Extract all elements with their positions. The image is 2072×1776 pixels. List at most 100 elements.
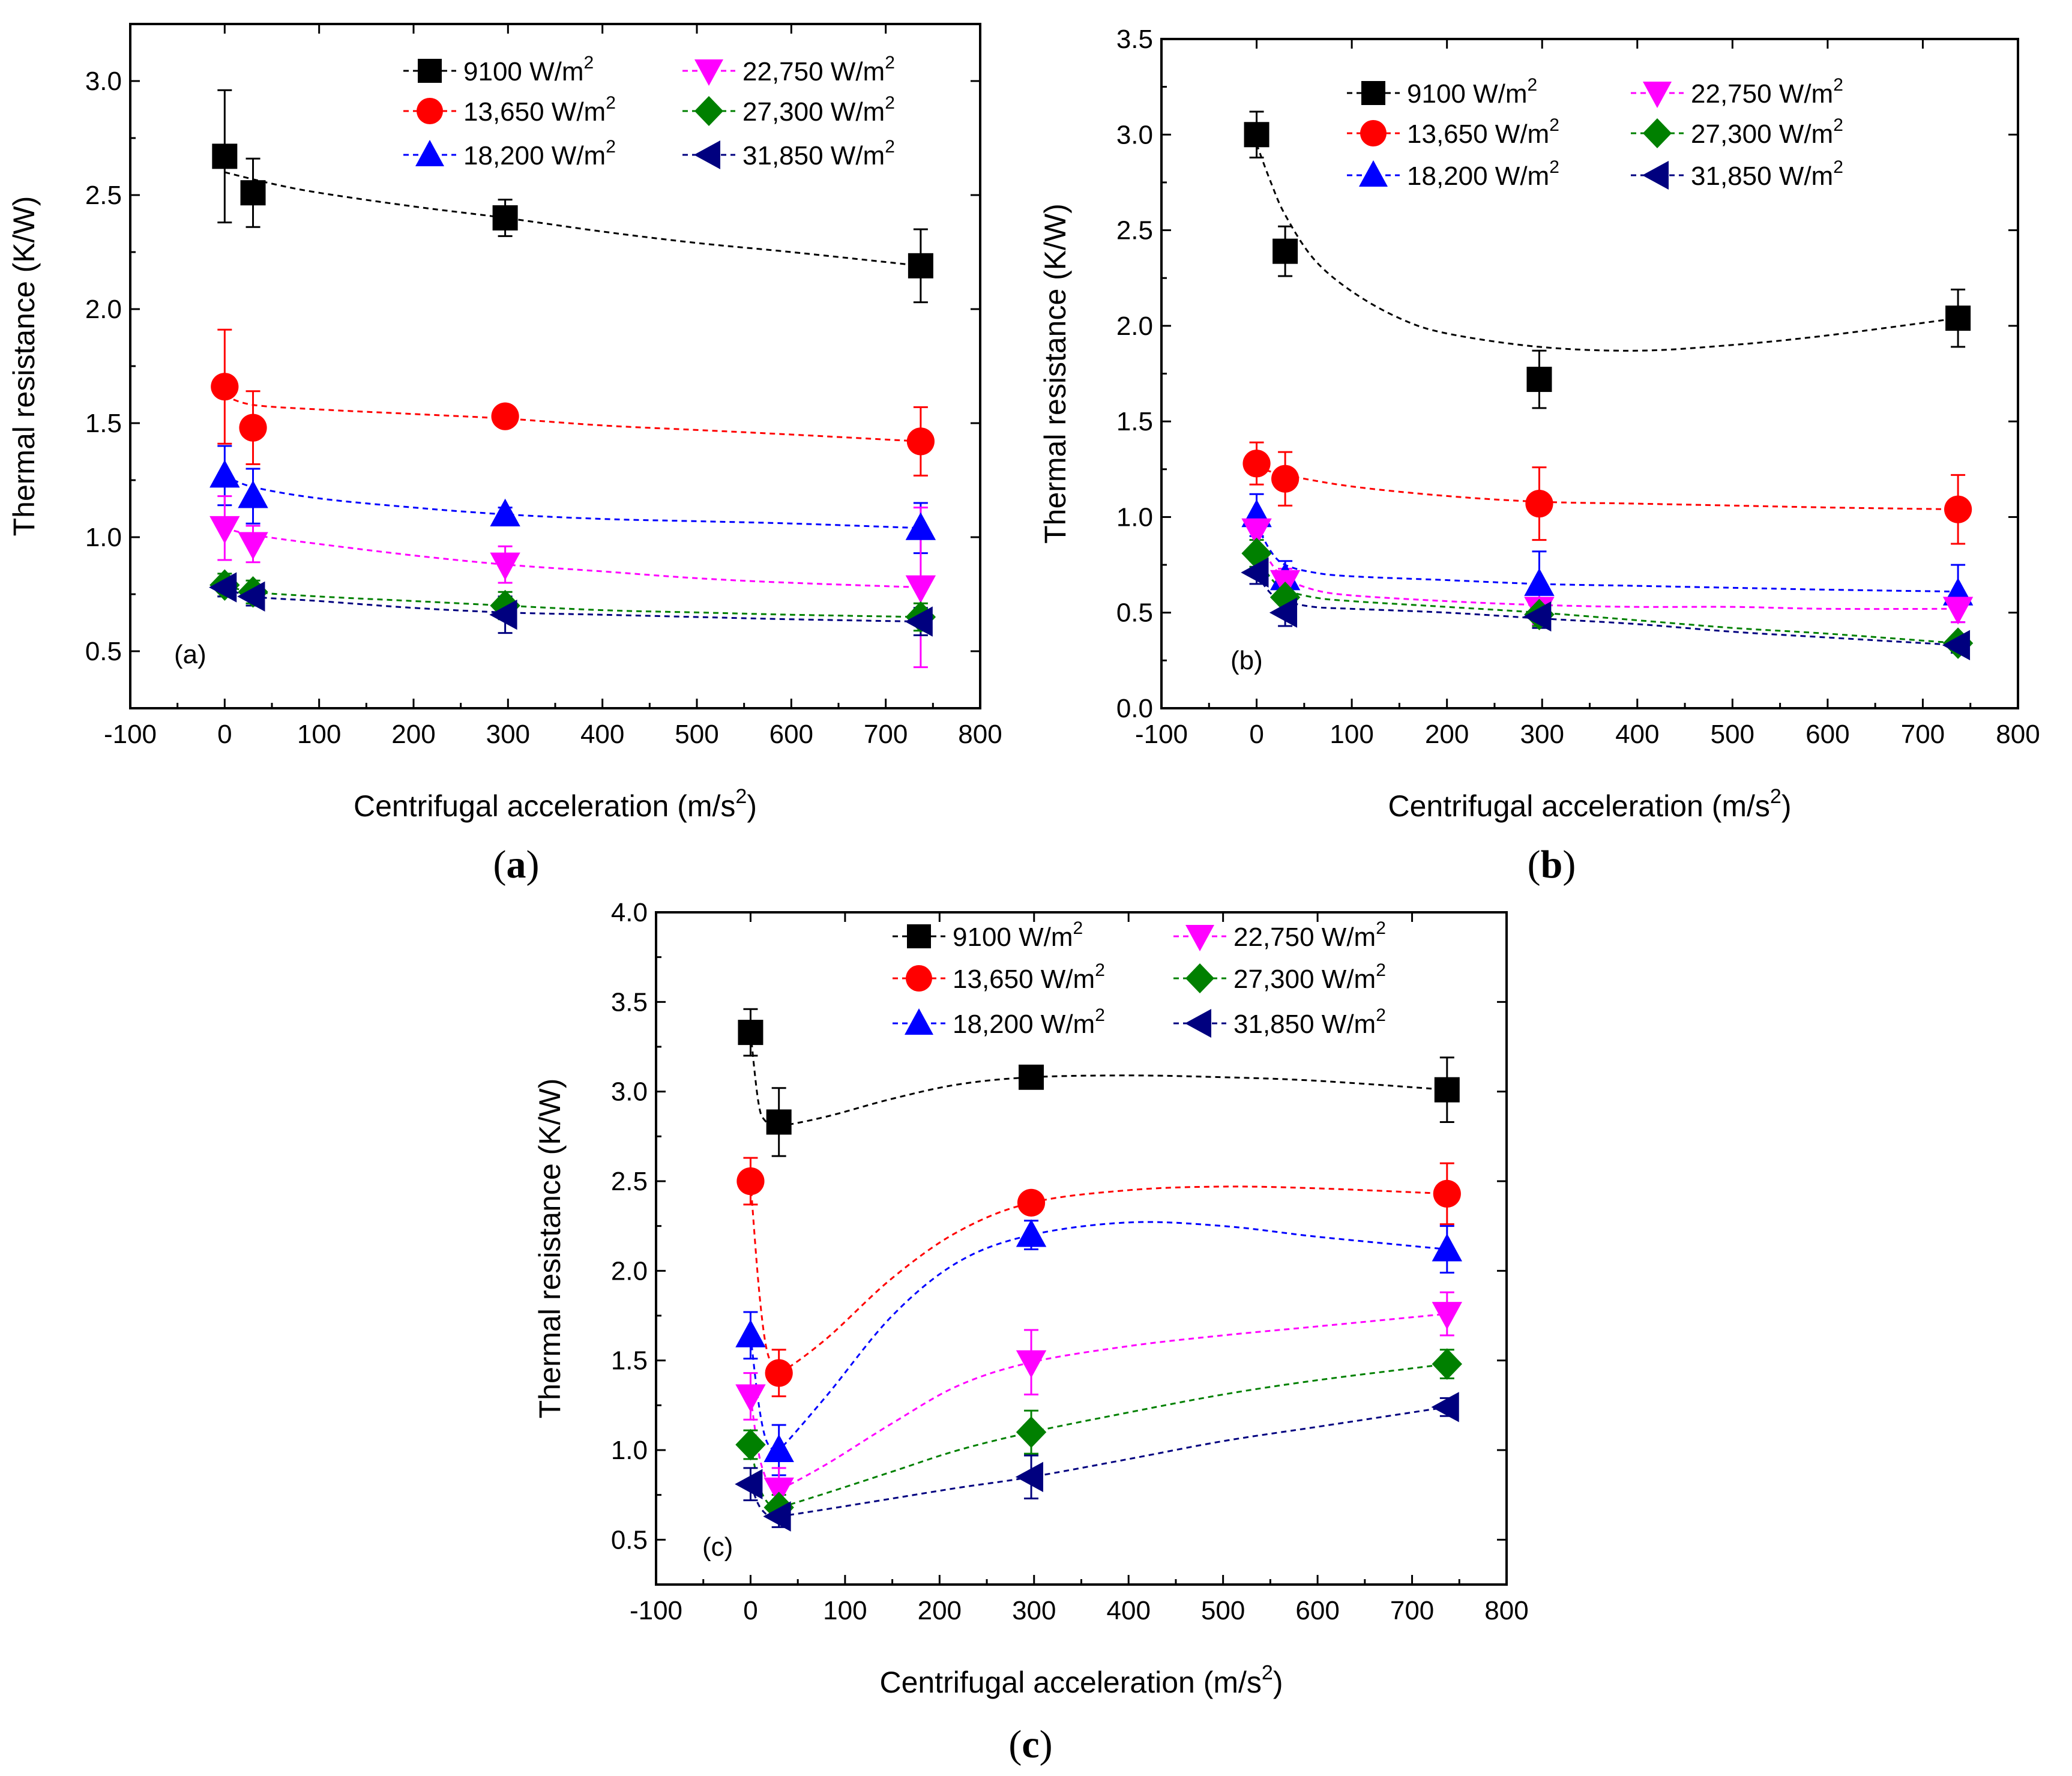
legend-marker-q31850 [1185,1009,1211,1038]
legend-marker-q18200 [1359,160,1388,187]
fit-curve-q22750 [1256,535,1959,610]
y-tick-label: 2.5 [611,1167,648,1196]
legend-label: 18,200 W/m2 [953,1005,1105,1039]
x-tick-label: 800 [1996,720,2040,749]
x-tick-label: -100 [630,1596,682,1625]
data-point-q9100 [908,253,933,278]
data-point-q9100 [1945,306,1971,331]
data-point-q18200 [490,498,520,526]
legend-label: 27,300 W/m2 [1233,960,1386,994]
data-point-q18200 [1016,1219,1047,1247]
data-point-q22750 [905,575,936,603]
y-tick-label: 3.0 [1116,120,1153,149]
data-point-q9100 [738,1020,763,1046]
y-tick-label: 2.0 [1116,312,1153,341]
x-tick-label: 500 [1711,720,1754,749]
legend-label: 9100 W/m2 [1407,75,1537,109]
legend-label: 13,650 W/m2 [463,93,616,127]
x-tick-label: 100 [1330,720,1373,749]
y-tick-label: 0.0 [1116,694,1153,723]
data-point-q22750 [1942,597,1974,625]
data-point-q13650 [736,1167,765,1196]
x-tick-label: 700 [1390,1596,1434,1625]
x-tick-label: 600 [769,720,813,749]
x-tick-label: 100 [297,720,341,749]
data-point-q22750 [1241,518,1272,546]
data-point-q22750 [735,1384,766,1412]
x-tick-label: -100 [104,720,157,749]
data-point-q13650 [1433,1179,1461,1208]
y-tick-label: 0.5 [611,1525,648,1555]
data-point-q22750 [763,1477,794,1505]
data-point-q31850 [1015,1461,1044,1492]
data-point-q22750 [209,516,240,544]
data-point-q13650 [1242,450,1271,478]
data-point-q31850 [1523,601,1552,632]
y-tick-label: 1.5 [85,409,122,438]
data-point-q31850 [735,1469,763,1499]
data-point-q22750 [1432,1302,1463,1330]
legend-marker-q9100 [907,924,931,948]
panel-caption: (c) [1008,1723,1052,1766]
data-point-q22750 [238,532,268,560]
data-point-q18200 [735,1319,766,1347]
legend-marker-q18200 [415,140,444,166]
chart-panel-a: -100 0 100 200 300 400 500 600 700 800 0.5 1.0 1.5 2.… [7,23,1002,886]
legend-label: 27,300 W/m2 [1691,115,1843,149]
x-axis-title: Centrifugal acceleration (m/s2) [1388,785,1792,823]
chart-panel-c: -100 0 100 200 300 400 500 600 700 800 0.5 1.0 1.5 2.… [533,898,1529,1766]
data-point-q13650 [1271,465,1300,493]
y-tick-label: 3.5 [1116,25,1153,54]
legend-label: 9100 W/m2 [953,918,1083,952]
legend-label: 13,650 W/m2 [1407,115,1559,149]
legend-label: 27,300 W/m2 [742,93,895,127]
x-tick-label: 600 [1295,1596,1339,1625]
data-point-q31850 [489,600,517,630]
data-point-q22750 [490,552,520,580]
x-tick-label: 400 [580,720,624,749]
data-point-q9100 [212,143,238,169]
legend-marker-q9100 [418,59,442,83]
data-point-q18200 [763,1434,794,1462]
data-point-q27300 [735,1428,766,1461]
y-tick-label: 1.0 [611,1436,648,1465]
y-axis-title: Thermal resistance (K/W) [533,1079,567,1419]
data-point-q9100 [492,205,518,230]
fit-curve-q9100 [749,1032,1447,1127]
panel-tag: (b) [1230,646,1263,675]
data-point-q18200 [238,480,268,508]
legend-label: 31,850 W/m2 [1691,157,1843,191]
data-point-q13650 [211,373,239,401]
data-point-q13650 [239,414,267,442]
data-point-q31850 [209,572,237,603]
legend-marker-q31850 [694,140,720,169]
data-point-q13650 [1944,495,1972,523]
legend-label: 31,850 W/m2 [742,137,895,170]
data-point-q31850 [1241,557,1269,588]
legend-marker-q27300 [694,96,723,126]
y-tick-label: 1.0 [85,523,122,552]
x-tick-label: 100 [823,1596,867,1625]
chart-panel-b: -100 0 100 200 300 400 500 600 700 800 0.0 0.5 1.0 1.… [1038,25,2040,886]
legend-label: 22,750 W/m2 [1233,918,1386,952]
x-tick-label: -100 [1135,720,1188,749]
y-tick-label: 0.5 [85,637,122,666]
x-tick-label: 800 [1484,1596,1528,1625]
x-tick-label: 300 [486,720,530,749]
data-point-q13650 [491,402,519,430]
legend-label: 22,750 W/m2 [1691,75,1843,109]
data-point-q13650 [765,1359,793,1387]
y-axis-title: Thermal resistance (K/W) [7,196,41,537]
data-point-q31850 [1431,1392,1459,1422]
data-point-q13650 [906,427,935,456]
y-tick-label: 2.0 [85,295,122,324]
y-tick-label: 1.5 [1116,407,1153,436]
data-point-q18200 [1524,568,1555,596]
fit-curve-q27300 [224,584,921,618]
legend-marker-q27300 [1185,963,1214,993]
legend-marker-q13650 [906,965,932,992]
y-tick-label: 0.5 [1116,598,1153,628]
fit-curve-q18200 [224,475,921,529]
x-tick-label: 600 [1805,720,1849,749]
legend-marker-q22750 [694,59,723,86]
